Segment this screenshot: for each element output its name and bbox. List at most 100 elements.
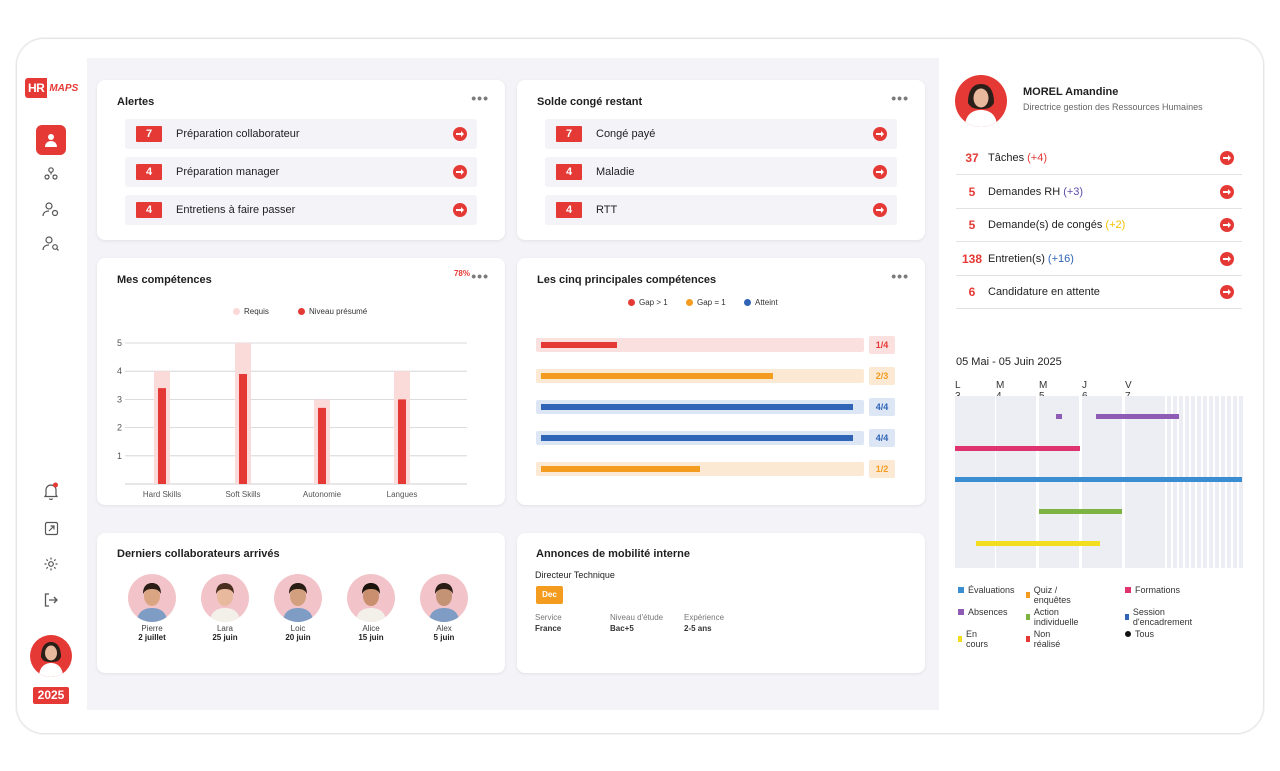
newcomer-item[interactable]: Alice 15 juin [347, 574, 395, 642]
top-skills-more-icon[interactable]: ••• [891, 268, 909, 284]
legend-item[interactable]: En cours [958, 629, 990, 649]
arrow-right-icon[interactable] [873, 127, 887, 141]
planning-day-column [1082, 396, 1122, 568]
notification-bell-icon[interactable] [36, 476, 66, 506]
year-badge[interactable]: 2025 [33, 687, 69, 704]
stat-count: 37 [965, 151, 979, 165]
planning-event-bar[interactable] [1039, 509, 1122, 514]
newcomers-card: Derniers collaborateurs arrivés Pierre 2 … [97, 533, 505, 673]
legend-item[interactable]: Tous [1125, 629, 1154, 639]
user-search-nav-icon[interactable] [36, 228, 66, 258]
newcomer-item[interactable]: Loic 20 juin [274, 574, 322, 642]
legend-swatch [1026, 614, 1030, 620]
newcomers-list: Pierre 2 juillet Lara 25 juin Loic 20 juin Ali… [97, 533, 505, 673]
legend-label: Niveau présumé [309, 307, 368, 316]
newcomer-date: 15 juin [358, 633, 384, 642]
legend-item[interactable]: Formations [1125, 585, 1180, 595]
legend-required: Requis [233, 307, 269, 316]
planning-event-bar[interactable] [955, 446, 1080, 451]
legend-item[interactable]: Session d'encadrement [1125, 607, 1194, 627]
legend-swatch [744, 299, 751, 306]
skill-progress-row[interactable]: 4/4 [536, 398, 896, 416]
planning-day-column [1227, 396, 1231, 568]
settings-gear-icon[interactable] [36, 549, 66, 579]
team-nav-icon[interactable] [36, 159, 66, 189]
newcomer-date: 25 juin [212, 633, 238, 642]
bar-presumed[interactable] [239, 374, 247, 484]
arrow-right-icon[interactable] [1220, 252, 1234, 266]
profile-avatar[interactable] [955, 75, 1007, 127]
stat-label: Entretien(s) (+16) [988, 253, 1074, 265]
legend-item[interactable]: Non réalisé [1026, 629, 1063, 649]
alerts-more-icon[interactable]: ••• [471, 90, 489, 106]
arrow-right-icon[interactable] [1220, 185, 1234, 199]
x-tick-label: Autonomie [303, 490, 342, 499]
profile-nav-icon[interactable] [36, 125, 66, 155]
planning-event-bar[interactable] [976, 541, 1100, 546]
alert-item[interactable]: 4 Préparation manager [125, 157, 477, 187]
skill-progress-row[interactable]: 2/3 [536, 367, 896, 385]
leave-more-icon[interactable]: ••• [891, 90, 909, 106]
bar-presumed[interactable] [398, 399, 406, 484]
arrow-right-icon[interactable] [453, 127, 467, 141]
stat-delta: (+2) [1105, 219, 1126, 231]
field-value: 2-5 ans [684, 624, 712, 633]
user-avatar[interactable] [30, 635, 72, 677]
alert-label: Entretiens à faire passer [176, 204, 296, 216]
legend-reached: Atteint [744, 298, 778, 307]
alerts-card: Alertes ••• 7 Préparation collaborateur … [97, 80, 505, 240]
bar-presumed[interactable] [158, 388, 166, 484]
newcomer-name: Loic [290, 624, 306, 633]
user-settings-nav-icon[interactable] [36, 194, 66, 224]
newcomer-item[interactable]: Pierre 2 juillet [128, 574, 176, 642]
legend-label: Absences [968, 607, 1008, 617]
logout-icon[interactable] [36, 585, 66, 615]
stat-row[interactable]: 5 Demandes RH (+3) [956, 176, 1242, 209]
legend-item[interactable]: Action individuelle [1026, 607, 1081, 627]
stat-row[interactable]: 6 Candidature en attente [956, 276, 1242, 309]
external-link-icon[interactable] [36, 513, 66, 543]
planning-day-column [1215, 396, 1219, 568]
leave-item[interactable]: 4 RTT [545, 195, 897, 225]
newcomer-date: 20 juin [285, 633, 311, 642]
logo-maps: MAPS [49, 82, 79, 94]
arrow-right-icon[interactable] [1220, 151, 1234, 165]
newcomer-photo [420, 574, 468, 622]
planning-event-bar[interactable] [1096, 414, 1179, 419]
skill-progress-row[interactable]: 1/2 [536, 460, 896, 478]
skill-progress-row[interactable]: 1/4 [536, 336, 896, 354]
leave-item[interactable]: 7 Congé payé [545, 119, 897, 149]
arrow-right-icon[interactable] [873, 165, 887, 179]
stat-row[interactable]: 5 Demande(s) de congés (+2) [956, 209, 1242, 242]
legend-swatch [1125, 614, 1129, 620]
progress-track [536, 431, 864, 445]
newcomer-item[interactable]: Alex 5 juin [420, 574, 468, 642]
skills-more-icon[interactable]: ••• [471, 268, 489, 284]
hrmaps-logo[interactable]: HR MAPS [25, 77, 79, 99]
legend-item[interactable]: Évaluations [958, 585, 1015, 595]
planning-event-bar[interactable] [1056, 414, 1062, 419]
bar-presumed[interactable] [318, 407, 326, 484]
planning-day-column [1239, 396, 1243, 568]
arrow-right-icon[interactable] [453, 165, 467, 179]
planning-day-column [1191, 396, 1195, 568]
leave-balance-card: Solde congé restant ••• 7 Congé payé 4 M… [517, 80, 925, 240]
alert-item[interactable]: 7 Préparation collaborateur [125, 119, 477, 149]
legend-item[interactable]: Absences [958, 607, 1008, 617]
leave-item[interactable]: 4 Maladie [545, 157, 897, 187]
arrow-right-icon[interactable] [1220, 218, 1234, 232]
stat-label: Tâches (+4) [988, 152, 1048, 164]
legend-item[interactable]: Quiz / enquêtes [1026, 585, 1073, 605]
stat-row[interactable]: 37 Tâches (+4) [956, 142, 1242, 175]
newcomer-item[interactable]: Lara 25 juin [201, 574, 249, 642]
arrow-right-icon[interactable] [453, 203, 467, 217]
newcomer-date: 5 juin [433, 633, 455, 642]
arrow-right-icon[interactable] [1220, 285, 1234, 299]
planning-day-column [1209, 396, 1213, 568]
alert-item[interactable]: 4 Entretiens à faire passer [125, 195, 477, 225]
stat-row[interactable]: 138 Entretien(s) (+16) [956, 243, 1242, 276]
job-title[interactable]: Directeur Technique [535, 570, 615, 580]
skill-progress-row[interactable]: 4/4 [536, 429, 896, 447]
arrow-right-icon[interactable] [873, 203, 887, 217]
planning-event-bar[interactable] [955, 477, 1242, 482]
